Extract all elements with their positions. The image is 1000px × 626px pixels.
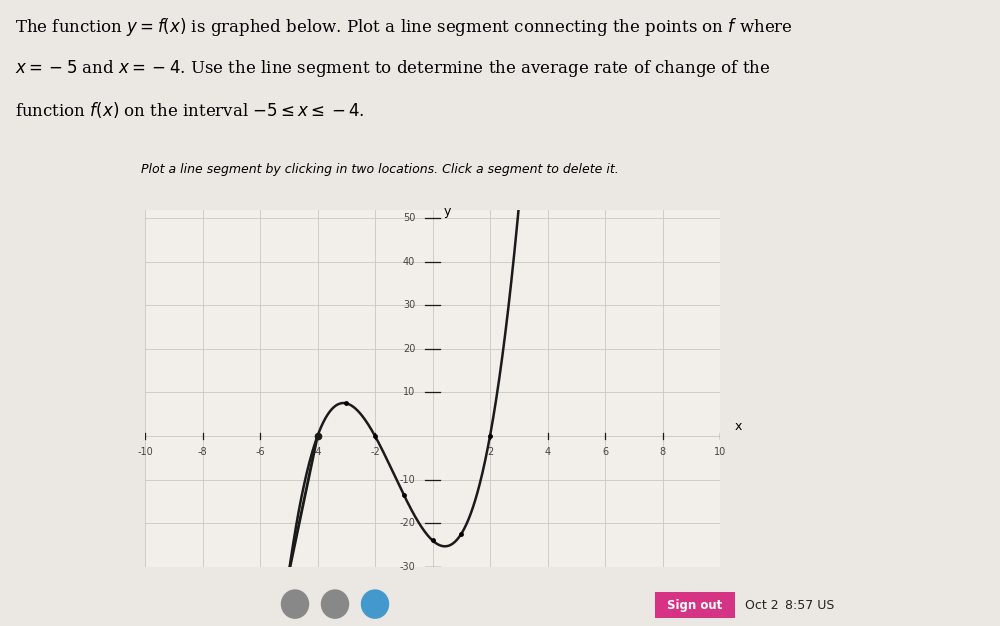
Text: 6: 6	[602, 447, 608, 457]
Text: 2: 2	[487, 447, 493, 457]
FancyBboxPatch shape	[649, 591, 741, 619]
Text: 30: 30	[403, 300, 415, 310]
Text: 50: 50	[403, 213, 415, 223]
Text: Sign out: Sign out	[667, 598, 723, 612]
Text: 8:57 US: 8:57 US	[785, 599, 834, 612]
Text: 4: 4	[544, 447, 551, 457]
Circle shape	[322, 590, 349, 618]
Text: 40: 40	[403, 257, 415, 267]
Text: -10: -10	[137, 447, 153, 457]
Text: Oct 2: Oct 2	[745, 599, 779, 612]
Text: x: x	[734, 419, 742, 433]
Text: $x = -5$ and $x = -4$. Use the line segment to determine the average rate of cha: $x = -5$ and $x = -4$. Use the line segm…	[15, 58, 771, 79]
Text: -8: -8	[198, 447, 207, 457]
Text: 10: 10	[714, 447, 726, 457]
Circle shape	[282, 590, 308, 618]
Text: 10: 10	[403, 387, 415, 398]
Text: -10: -10	[400, 475, 415, 485]
Text: 8: 8	[659, 447, 666, 457]
Text: The function $y = f(x)$ is graphed below. Plot a line segment connecting the poi: The function $y = f(x)$ is graphed below…	[15, 16, 793, 38]
Text: function $f(x)$ on the interval $-5 \leq x \leq -4$.: function $f(x)$ on the interval $-5 \leq…	[15, 100, 365, 120]
Text: -30: -30	[400, 562, 415, 572]
Text: 20: 20	[403, 344, 415, 354]
Text: -4: -4	[313, 447, 322, 457]
Circle shape	[362, 590, 388, 618]
Text: Plot a line segment by clicking in two locations. Click a segment to delete it.: Plot a line segment by clicking in two l…	[141, 163, 619, 176]
Text: -2: -2	[370, 447, 380, 457]
Text: y: y	[444, 205, 451, 218]
Text: -6: -6	[255, 447, 265, 457]
Text: -20: -20	[399, 518, 415, 528]
